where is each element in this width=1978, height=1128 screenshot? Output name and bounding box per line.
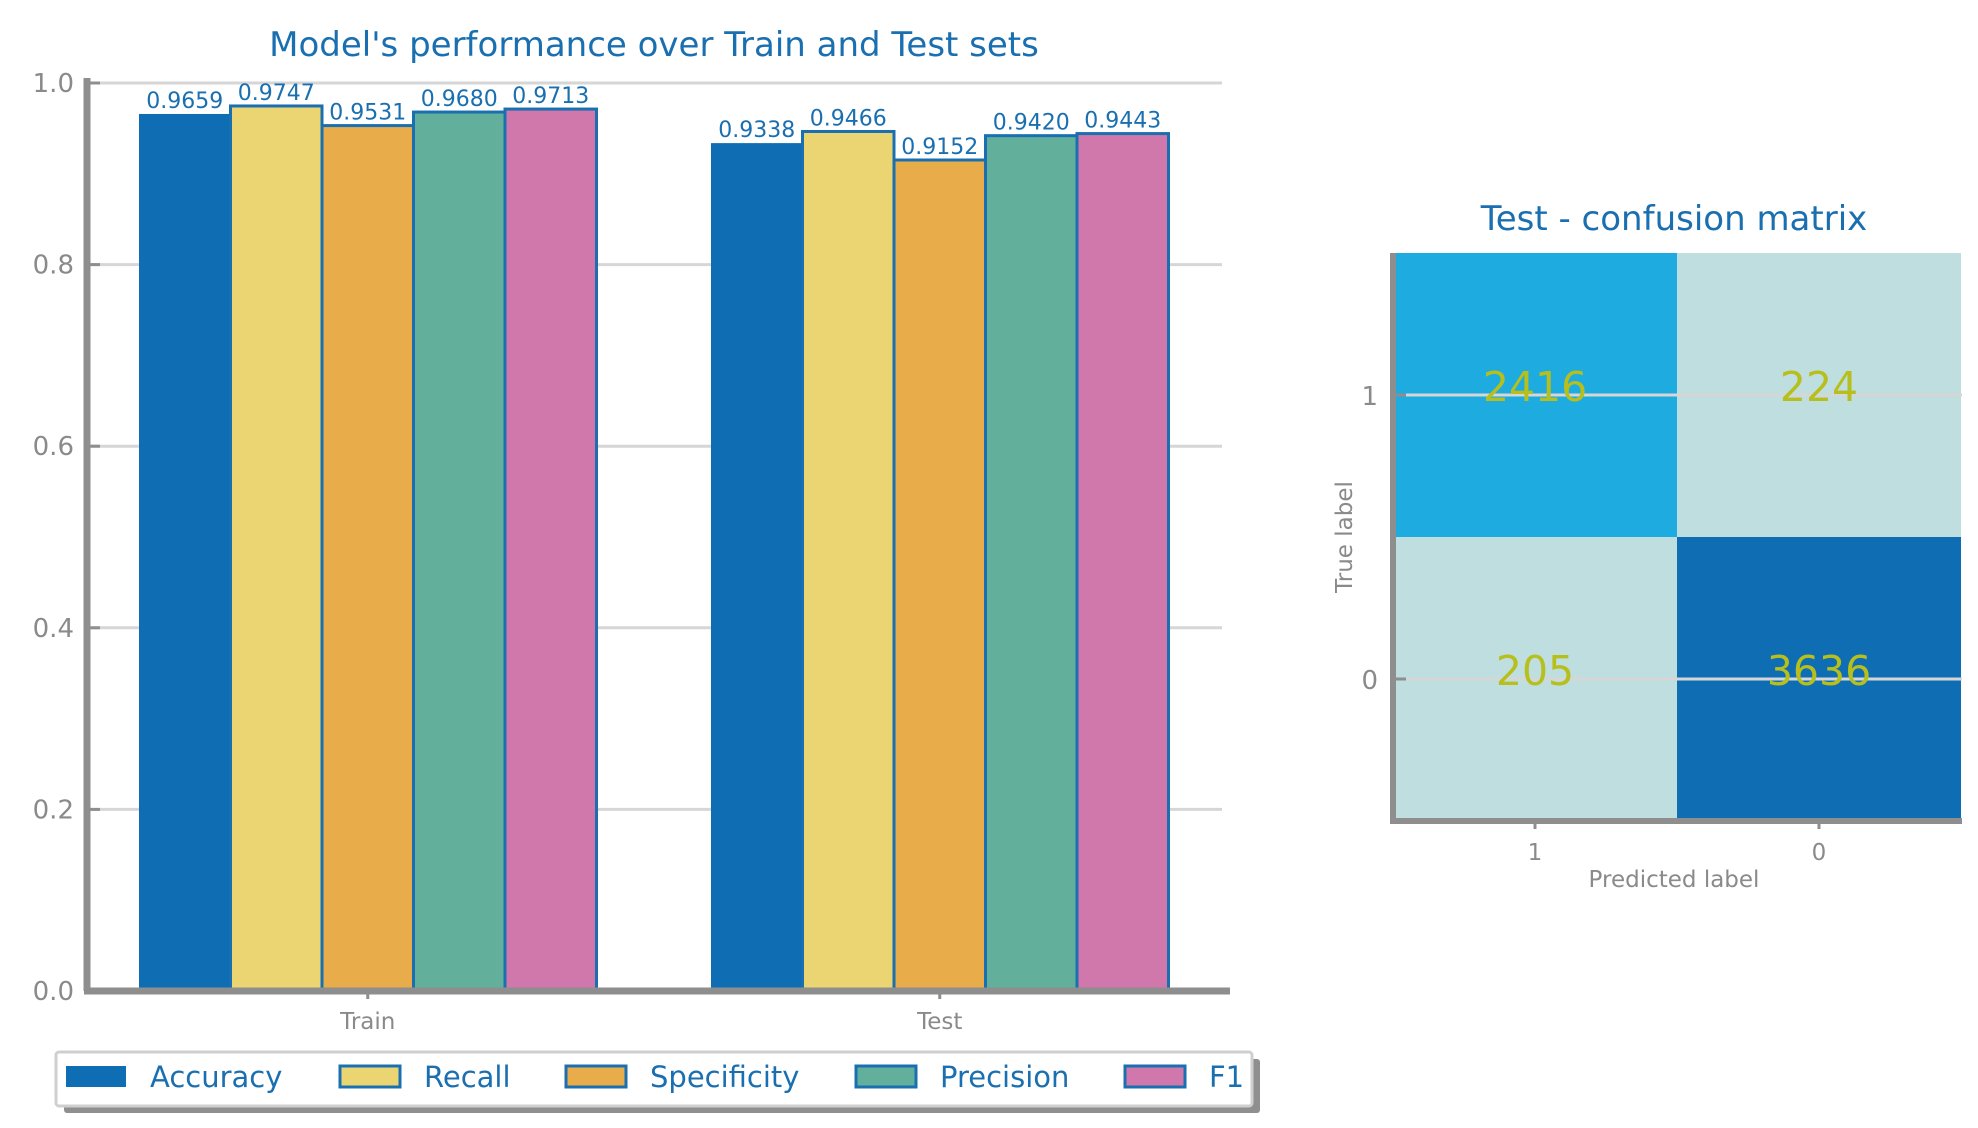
- confusion-matrix-cells: [1393, 253, 1962, 821]
- bar: [412, 110, 507, 993]
- legend-item: Recall: [338, 1060, 511, 1094]
- confusion-matrix-values: 2416 224 205 3636: [1483, 363, 1871, 695]
- bar: [801, 129, 896, 993]
- bar-chart-value-labels: 0.9659 0.9747 0.9531 0.9680 0.9713 0.9338 0.94…: [146, 81, 1161, 160]
- bar: [892, 158, 987, 993]
- bar-value-label: 0.9466: [810, 106, 887, 131]
- bar-chart-y-tick-label: 0.0: [33, 977, 74, 1007]
- bar: [139, 113, 231, 992]
- legend-label: Recall: [424, 1060, 511, 1094]
- confusion-matrix-value: 205: [1496, 647, 1574, 695]
- bar-chart-y-tick-label: 0.2: [33, 795, 74, 825]
- confusion-matrix-ticks: 1 0 1 0: [1361, 382, 1826, 866]
- confusion-matrix-y-tick-label: 0: [1361, 666, 1378, 696]
- legend-swatch: [854, 1064, 918, 1089]
- legend-item: Precision: [854, 1060, 1069, 1094]
- legend-item: F1: [1123, 1060, 1244, 1094]
- bar-value-label: 0.9152: [901, 135, 978, 160]
- legend-item: Specificity: [564, 1060, 799, 1094]
- bar-chart-bars: [139, 104, 1170, 993]
- legend-label: Accuracy: [150, 1060, 282, 1094]
- legend-swatch: [1123, 1064, 1187, 1089]
- bar-chart-y-ticks: 0.0 0.2 0.4 0.6 0.8 1.0: [33, 69, 100, 1007]
- legend-item: Accuracy: [66, 1060, 282, 1094]
- bar-chart-y-tick-label: 1.0: [33, 69, 74, 99]
- bar-chart-x-tick-label: Test: [916, 1009, 962, 1035]
- bar-value-label: 0.9531: [329, 101, 406, 126]
- bar-chart-legend: Accuracy Recall Specificity Precision F1: [54, 1050, 1260, 1113]
- bar: [503, 107, 598, 993]
- bar-value-label: 0.9659: [146, 89, 223, 114]
- confusion-matrix-x-label: Predicted label: [1589, 867, 1760, 893]
- bar-chart-title: Model's performance over Train and Test …: [269, 25, 1039, 65]
- confusion-matrix-value: 224: [1780, 363, 1858, 411]
- bar-value-label: 0.9713: [512, 84, 589, 109]
- legend-swatch: [338, 1064, 402, 1089]
- bar-value-label: 0.9420: [993, 111, 1070, 136]
- bar: [984, 134, 1079, 993]
- confusion-matrix-y-tick-label: 1: [1361, 382, 1378, 412]
- bar: [1075, 132, 1170, 993]
- bar-chart-x-tick-label: Train: [339, 1009, 395, 1035]
- confusion-matrix-value: 3636: [1767, 647, 1871, 695]
- confusion-matrix-title: Test - confusion matrix: [1480, 199, 1868, 239]
- bar-chart-y-tick-label: 0.4: [33, 614, 74, 644]
- bar-chart-x-ticks: Train Test: [339, 991, 962, 1035]
- bar-chart-y-tick-label: 0.6: [33, 432, 74, 462]
- bar: [320, 124, 415, 993]
- legend-label: Specificity: [650, 1060, 799, 1094]
- bar: [711, 143, 803, 991]
- bar-value-label: 0.9443: [1084, 109, 1161, 134]
- confusion-matrix-value: 2416: [1483, 363, 1587, 411]
- confusion-matrix-y-label: True label: [1332, 481, 1358, 594]
- bar-chart-y-tick-label: 0.8: [33, 251, 74, 281]
- bar: [229, 104, 324, 993]
- bar-value-label: 0.9747: [238, 81, 315, 106]
- legend-swatch: [564, 1064, 628, 1089]
- legend-label: Precision: [940, 1060, 1069, 1094]
- confusion-matrix-x-tick-label: 0: [1812, 840, 1827, 866]
- confusion-matrix-x-tick-label: 1: [1528, 840, 1543, 866]
- bar-value-label: 0.9338: [718, 118, 795, 143]
- legend-swatch: [66, 1066, 126, 1087]
- legend-label: F1: [1209, 1060, 1244, 1094]
- bar-value-label: 0.9680: [421, 87, 498, 112]
